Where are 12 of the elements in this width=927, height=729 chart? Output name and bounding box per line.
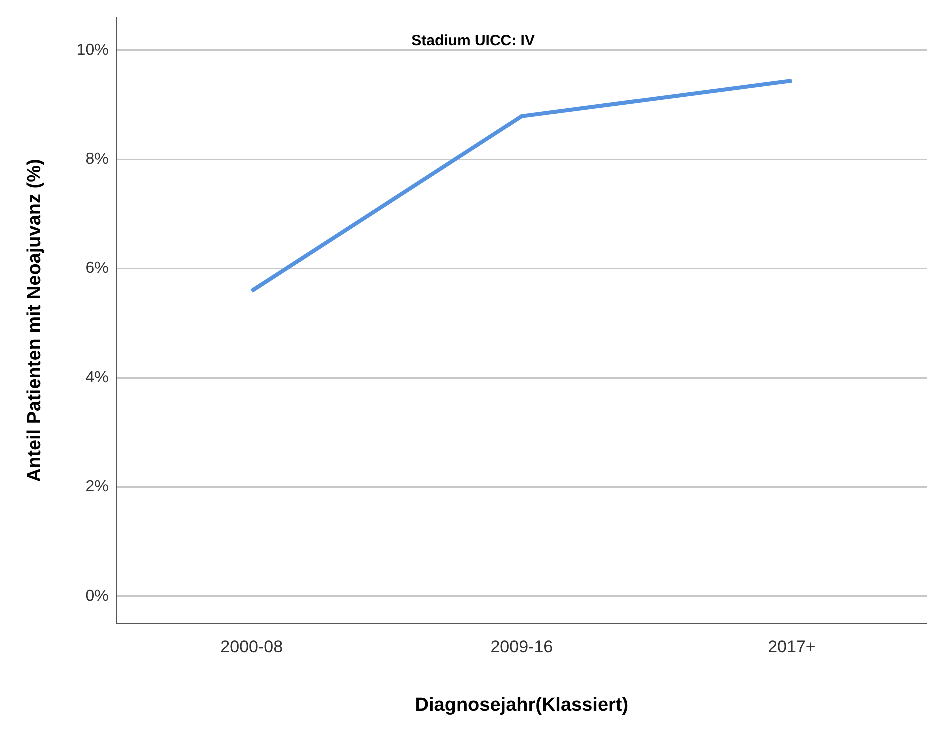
y-axis-title: Anteil Patienten mit Neoajuvanz (%) — [24, 159, 46, 482]
y-tick-label: 10% — [76, 42, 109, 59]
x-axis-title: Diagnosejahr(Klassiert) — [415, 694, 629, 716]
y-tick-label: 2% — [86, 478, 109, 496]
y-tick-label: 0% — [86, 588, 109, 605]
y-tick-label: 4% — [86, 369, 109, 386]
x-tick-label: 2000-08 — [220, 638, 284, 657]
text: Stadium UICC: IV — [412, 32, 535, 50]
y-tick-label: 8% — [86, 151, 109, 168]
y-tick-label: 6% — [86, 260, 109, 278]
x-tick-label: 2009-16 — [490, 638, 554, 657]
x-tick-label: 2017+ — [768, 638, 816, 657]
